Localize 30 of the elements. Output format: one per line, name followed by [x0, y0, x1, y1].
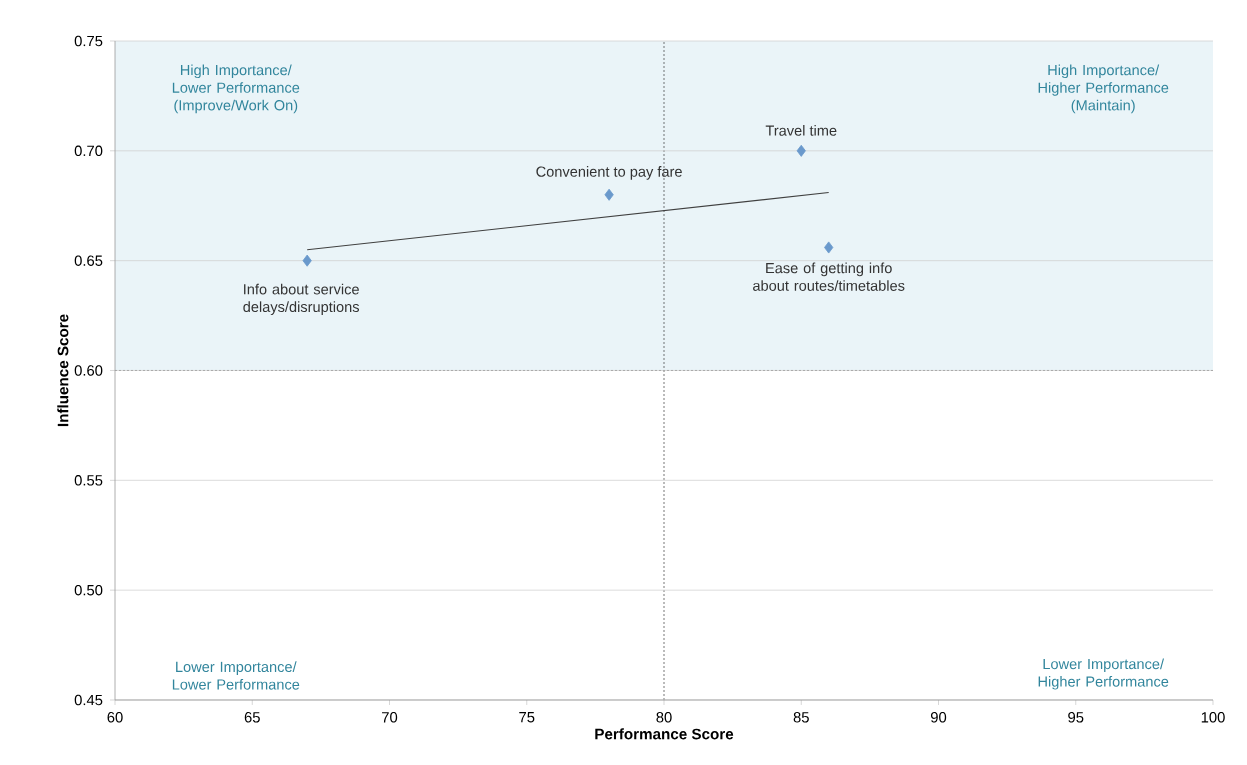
x-tick-label: 75: [519, 712, 535, 723]
annotation: Lower Importance/ Higher Performance: [1038, 658, 1169, 690]
annotation: Ease of getting info about routes/timetables: [753, 262, 905, 291]
annotation: Convenient to pay fare: [536, 166, 682, 180]
y-tick-label: 0.60: [74, 365, 103, 376]
point: [302, 254, 312, 267]
annotation: Info about service delays/disruptions: [243, 283, 360, 315]
x-tick-label: 85: [793, 712, 809, 723]
point: [824, 241, 834, 254]
y-tick-label: 0.70: [74, 145, 103, 157]
y-tick-label: 0.55: [74, 475, 103, 486]
y-tick-label: 0.45: [74, 694, 103, 706]
x-axis-title: Performance Score: [595, 728, 734, 740]
x-tick-label: 60: [107, 712, 123, 723]
x-tick-label: 100: [1201, 712, 1225, 723]
x-tick-label: 80: [656, 712, 672, 723]
annotation: Lower Importance/ Lower Performance: [172, 661, 300, 690]
x-tick-label: 95: [1068, 712, 1084, 723]
x-tick-label: 65: [244, 712, 260, 723]
point: [796, 144, 806, 157]
x-tick-label: 90: [930, 712, 947, 723]
x-tick-label: 70: [382, 712, 398, 723]
point: [604, 188, 614, 201]
y-tick-label: 0.75: [74, 35, 103, 47]
y-tick-label: 0.65: [74, 255, 103, 266]
y-axis-title: Influence Score: [57, 314, 69, 427]
y-tick-label: 0.50: [74, 584, 103, 596]
annotation: High Importance/ Higher Performance (Maintain): [1038, 64, 1169, 114]
annotation: High Importance/ Lower Performance (Improve/Work On): [172, 64, 300, 114]
annotation: Travel time: [765, 125, 837, 136]
